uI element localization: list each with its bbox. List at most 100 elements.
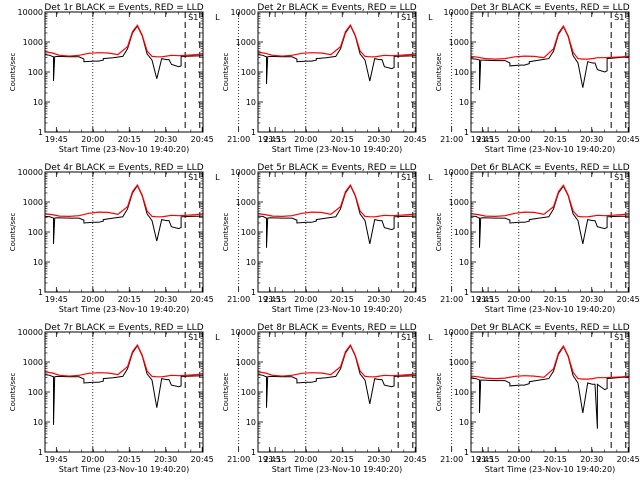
y-axis-label: Counts/sec	[435, 213, 443, 252]
y-tick-label: 10	[246, 418, 256, 427]
x-tick-label: 20:45	[191, 455, 214, 464]
lld-series-line	[471, 344, 629, 380]
x-axis-label: Start Time (23-Nov-10 19:40:20)	[59, 145, 189, 154]
panel-title: Det 4r BLACK = Events, RED = LLD	[44, 163, 203, 173]
x-tick-label: 21:15	[477, 455, 500, 464]
x-tick-label: 20:45	[191, 135, 214, 144]
x-tick-label: 20:45	[617, 295, 640, 304]
panel-6: Det 6r BLACK = Events, RED = LLDS1L11010…	[435, 163, 640, 314]
x-tick-label: 21:00	[227, 295, 250, 304]
y-tick-label: 10	[459, 418, 469, 427]
plot-frame	[470, 331, 630, 453]
x-tick-label: 20:00	[294, 295, 317, 304]
x-tick-label: 20:15	[118, 455, 141, 464]
x-axis-label: Start Time (23-Nov-10 19:40:20)	[272, 465, 402, 474]
y-axis-label: Counts/sec	[435, 53, 443, 92]
x-tick-label: 20:00	[81, 295, 104, 304]
y-tick-label: 1000	[236, 358, 256, 367]
y-tick-label: 10000	[18, 168, 43, 177]
lld-series-line	[258, 343, 416, 378]
events-series-line	[45, 184, 203, 244]
y-tick-label: 100	[454, 388, 469, 397]
y-tick-label: 1	[38, 288, 43, 297]
y-tick-label: 10	[246, 98, 256, 107]
y-tick-label: 1000	[236, 198, 256, 207]
x-tick-label: 20:30	[580, 295, 603, 304]
panel-title: Det 9r BLACK = Events, RED = LLD	[470, 323, 629, 333]
y-tick-label: 1	[464, 128, 469, 137]
x-tick-label: 19:45	[471, 135, 494, 144]
y-tick-label: 10000	[231, 8, 256, 17]
panel-3: Det 3r BLACK = Events, RED = LLDS1L11010…	[435, 3, 640, 154]
y-tick-label: 1000	[449, 358, 469, 367]
attenuator-label: L	[428, 333, 433, 342]
x-axis-label: Start Time (23-Nov-10 19:40:20)	[485, 145, 615, 154]
x-tick-label: 20:45	[404, 295, 427, 304]
x-axis-label: Start Time (23-Nov-10 19:40:20)	[272, 305, 402, 314]
attenuator-label: L	[428, 13, 433, 22]
plot-frame	[257, 331, 417, 453]
x-tick-label: 19:45	[471, 295, 494, 304]
lld-series-line	[45, 183, 203, 218]
x-tick-label: 20:30	[580, 455, 603, 464]
x-axis-label: Start Time (23-Nov-10 19:40:20)	[485, 305, 615, 314]
attenuator-label: S1	[188, 13, 198, 22]
y-axis-label: Counts/sec	[222, 373, 230, 412]
lld-series-line	[45, 24, 203, 58]
x-tick-label: 21:00	[227, 455, 250, 464]
x-tick-label: 21:15	[477, 135, 500, 144]
x-tick-label: 19:45	[45, 135, 68, 144]
events-series-line	[471, 25, 629, 91]
attenuator-label: S1	[401, 13, 411, 22]
events-series-line	[258, 344, 416, 408]
x-tick-label: 21:00	[440, 135, 463, 144]
y-tick-label: 10000	[444, 328, 469, 337]
x-tick-label: 20:15	[331, 135, 354, 144]
events-series-line	[258, 184, 416, 248]
y-tick-label: 100	[241, 388, 256, 397]
x-tick-label: 20:45	[617, 135, 640, 144]
y-tick-label: 10	[33, 258, 43, 267]
y-tick-label: 10	[459, 258, 469, 267]
y-tick-label: 10000	[444, 168, 469, 177]
x-tick-label: 20:45	[191, 295, 214, 304]
y-tick-label: 100	[454, 228, 469, 237]
y-tick-label: 10000	[231, 168, 256, 177]
x-axis-label: Start Time (23-Nov-10 19:40:20)	[272, 145, 402, 154]
panel-title: Det 1r BLACK = Events, RED = LLD	[44, 3, 203, 13]
panel-title: Det 8r BLACK = Events, RED = LLD	[257, 323, 416, 333]
y-tick-label: 100	[454, 68, 469, 77]
y-tick-label: 10	[459, 98, 469, 107]
events-series-line	[45, 25, 203, 82]
x-tick-label: 19:45	[258, 295, 281, 304]
x-tick-label: 19:45	[258, 455, 281, 464]
plot-frame	[44, 331, 204, 453]
attenuator-label: S1	[401, 333, 411, 342]
y-tick-label: 1000	[23, 198, 43, 207]
x-tick-label: 21:15	[264, 135, 287, 144]
attenuator-label: S1	[614, 173, 624, 182]
plot-frame	[257, 171, 417, 293]
x-tick-label: 20:15	[544, 135, 567, 144]
y-tick-label: 100	[241, 68, 256, 77]
attenuator-label: S1	[614, 13, 624, 22]
plot-frame	[44, 11, 204, 133]
lld-series-line	[45, 343, 203, 378]
y-axis-label: Counts/sec	[9, 373, 17, 412]
y-tick-label: 1	[38, 448, 43, 457]
y-tick-label: 10000	[18, 328, 43, 337]
lld-series-line	[471, 24, 629, 60]
y-tick-label: 1	[251, 128, 256, 137]
plot-frame	[44, 171, 204, 293]
panel-title: Det 3r BLACK = Events, RED = LLD	[470, 3, 629, 13]
x-tick-label: 20:45	[404, 135, 427, 144]
x-tick-label: 20:15	[544, 295, 567, 304]
y-tick-label: 10	[33, 418, 43, 427]
y-tick-label: 100	[28, 388, 43, 397]
x-tick-label: 20:30	[367, 295, 390, 304]
